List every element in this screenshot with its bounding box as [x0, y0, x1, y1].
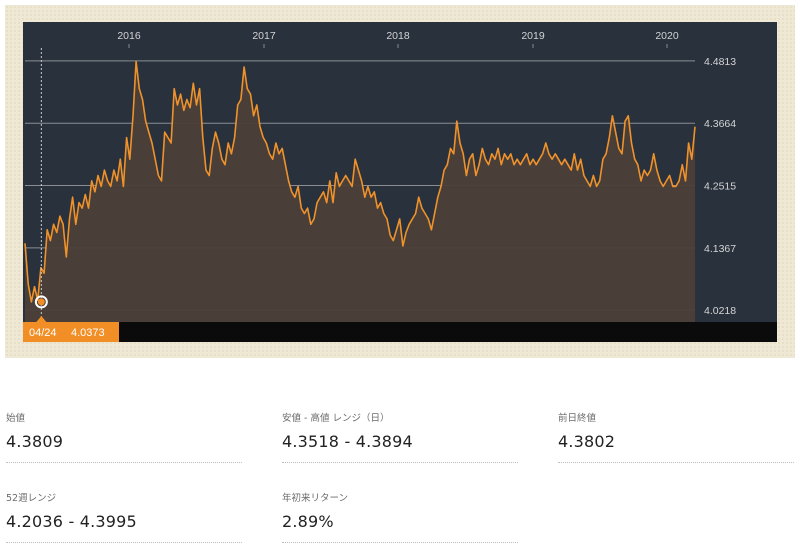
series-line: [24, 60, 696, 303]
stat-value: 4.3809: [6, 432, 242, 463]
tooltip-value: 4.0373: [71, 327, 105, 339]
stat-52w-range: 52週レンジ 4.2036 - 4.3995: [6, 490, 242, 543]
hover-marker: [34, 295, 48, 309]
y-tick-label: 4.3664: [704, 118, 736, 130]
y-tick-label: 4.2515: [704, 181, 736, 193]
tooltip-box: [23, 322, 119, 342]
stat-value: 4.3802: [558, 432, 794, 463]
stat-label: 始値: [6, 413, 26, 424]
stat-label: 年初来リターン: [282, 493, 349, 504]
stat-value: 2.89%: [282, 512, 518, 543]
tooltip-pointer: [36, 316, 47, 322]
y-tick-label: 4.0218: [704, 305, 736, 317]
stat-prev-close: 前日終値 4.3802: [558, 410, 794, 463]
stat-label: 前日終値: [558, 413, 597, 424]
x-tick-label: 2018: [386, 30, 410, 42]
time-axis-strip: [23, 322, 777, 342]
chart-panel[interactable]: 2016 2017 2018 2019 2020 4.4813 4.3664 4.2515 4.…: [23, 22, 777, 342]
x-tick-label: 2020: [655, 30, 679, 42]
x-tick-label: 2017: [252, 30, 276, 42]
series-area: [25, 61, 695, 322]
stat-label: 52週レンジ: [6, 493, 57, 504]
stat-label: 安値 - 高値 レンジ（日）: [282, 413, 390, 424]
x-tick-label: 2016: [117, 30, 141, 42]
price-chart[interactable]: 2016 2017 2018 2019 2020 4.4813 4.3664 4.2515 4.…: [23, 22, 777, 342]
stat-day-range: 安値 - 高値 レンジ（日） 4.3518 - 4.3894: [282, 410, 518, 463]
chart-frame: 2016 2017 2018 2019 2020 4.4813 4.3664 4.2515 4.…: [5, 5, 795, 358]
y-tick-label: 4.1367: [704, 243, 736, 255]
stat-value: 4.3518 - 4.3894: [282, 432, 518, 463]
stat-ytd-return: 年初来リターン 2.89%: [282, 490, 518, 543]
y-tick-label: 4.4813: [704, 56, 736, 68]
stat-value: 4.2036 - 4.3995: [6, 512, 242, 543]
x-tick-label: 2019: [521, 30, 545, 42]
hover-marker-dot: [37, 298, 45, 306]
tooltip-date: 04/24: [29, 327, 57, 339]
stat-open: 始値 4.3809: [6, 410, 242, 463]
